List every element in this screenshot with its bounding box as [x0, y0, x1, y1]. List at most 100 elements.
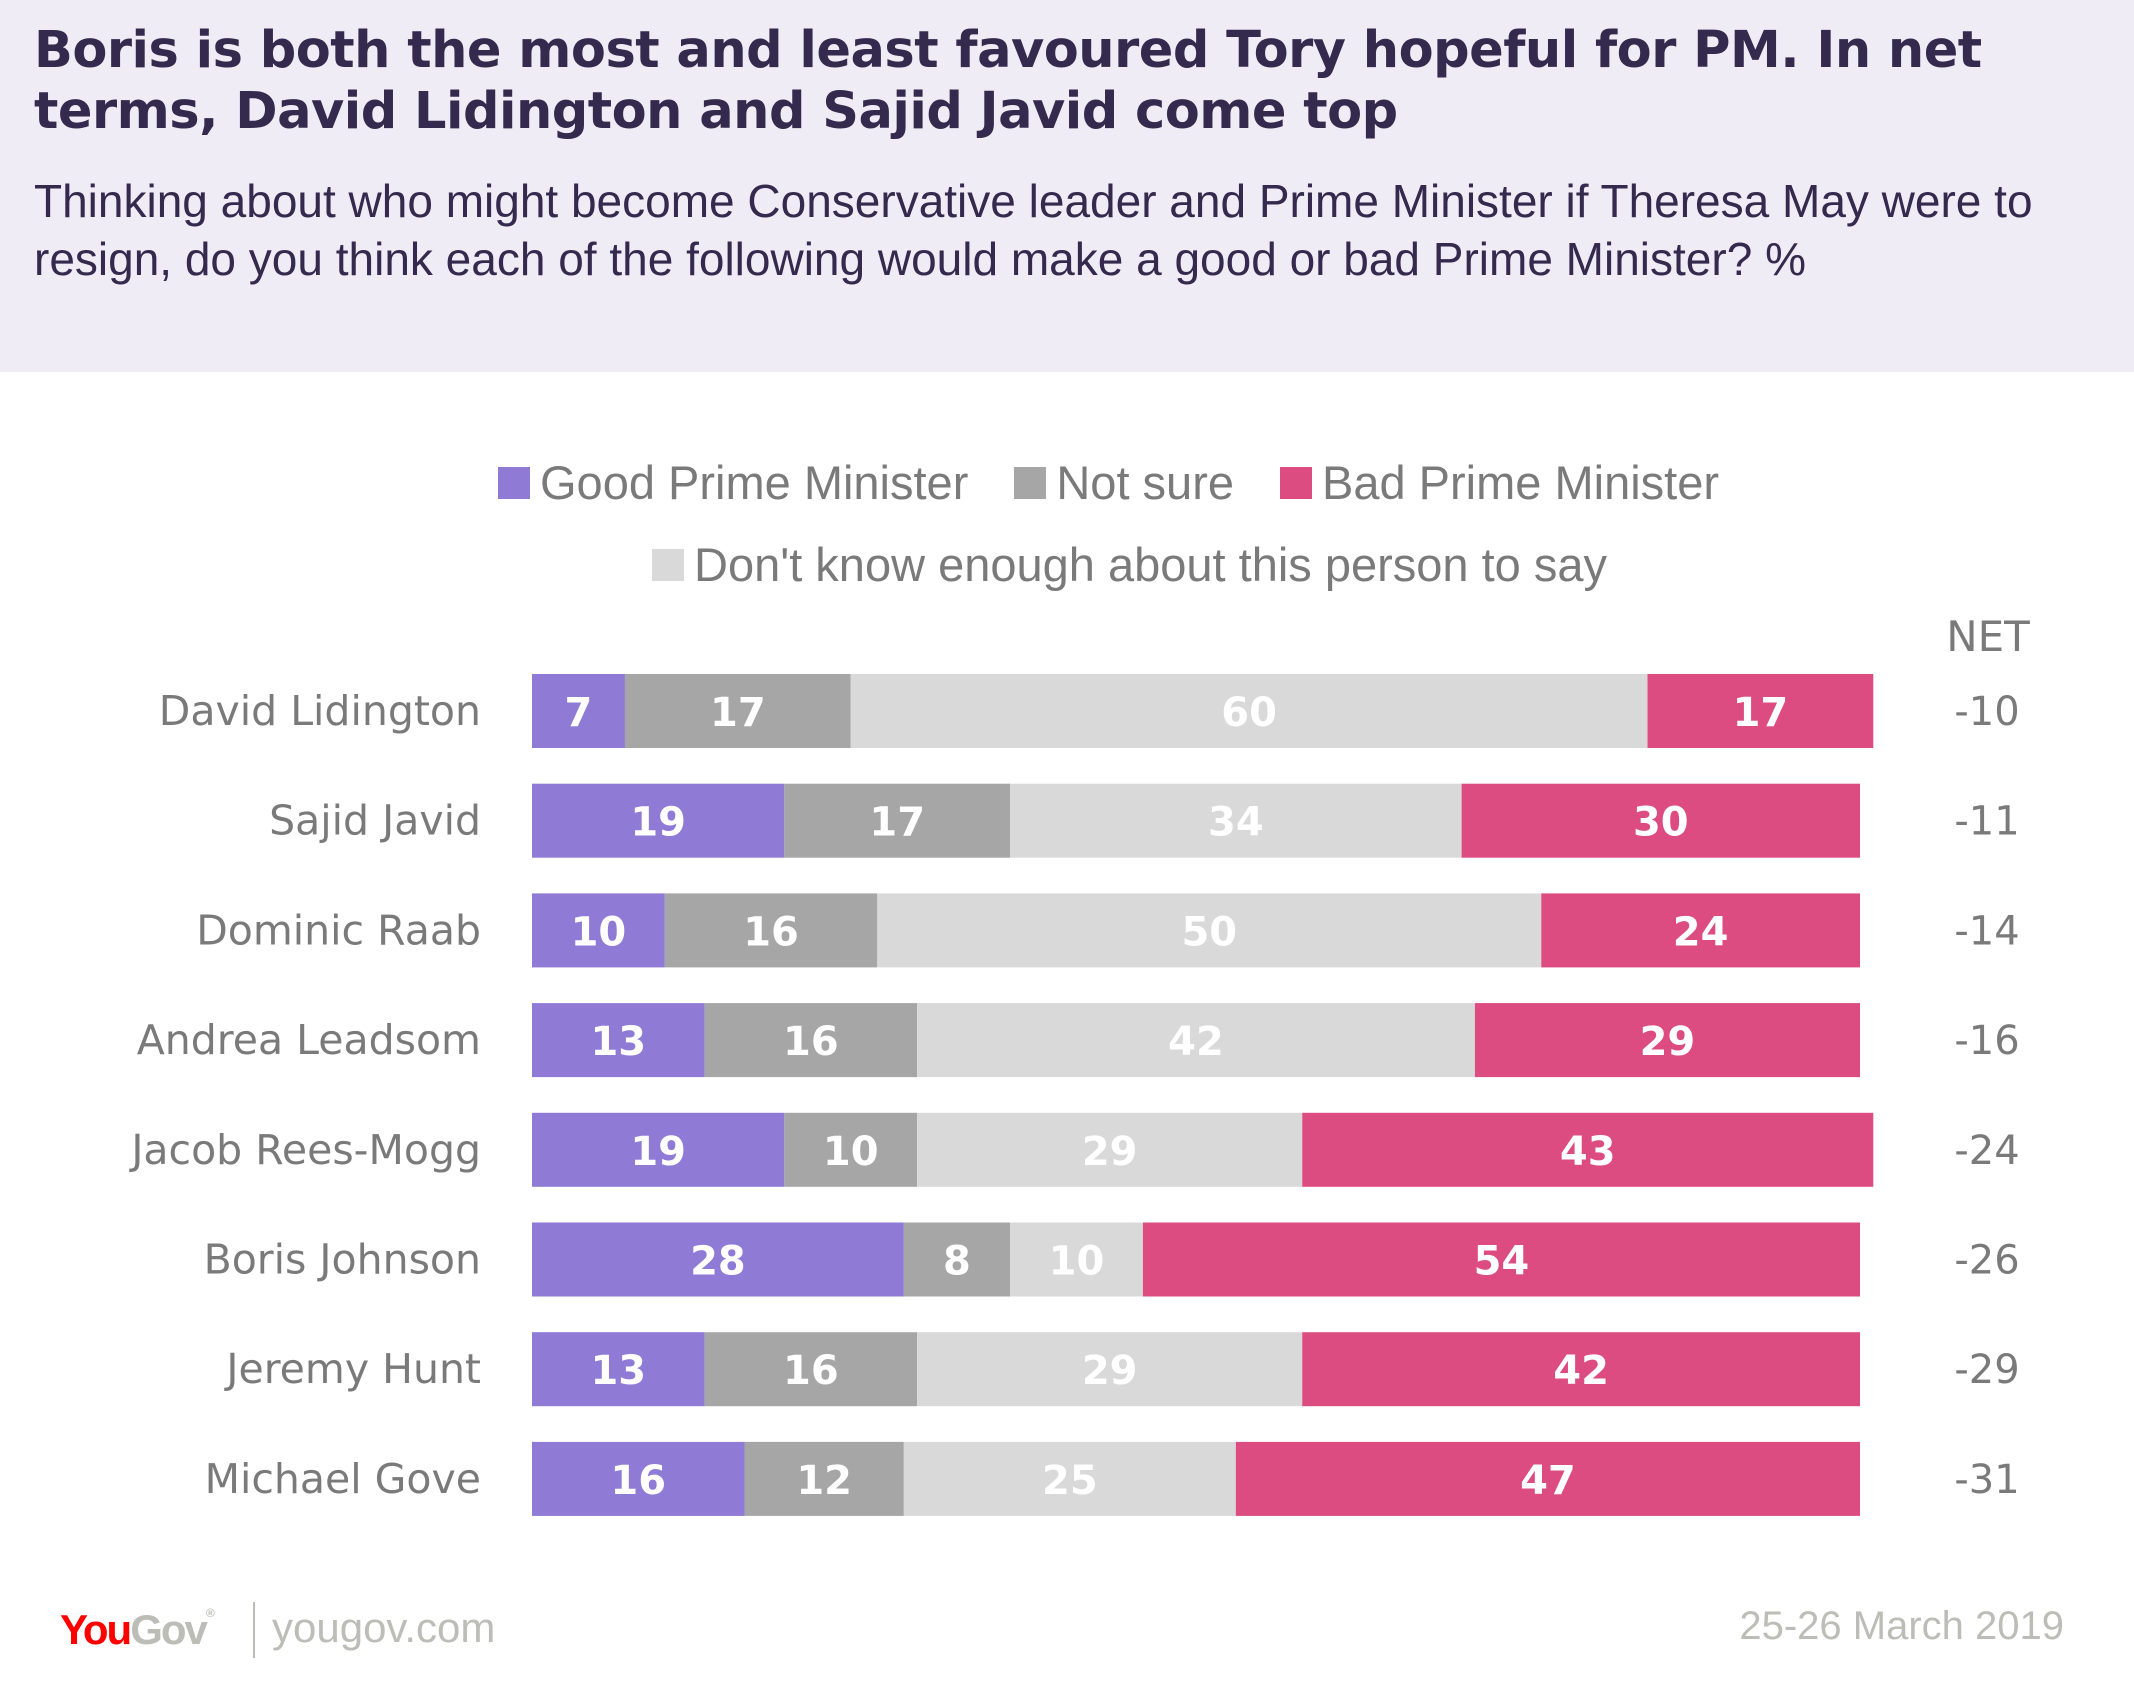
category-label: Sajid Javid — [269, 797, 481, 845]
bar-segment-good-prime-minister — [532, 674, 625, 748]
legend-label-not-sure: Not sure — [1056, 456, 1234, 509]
legend-swatch-dont-know — [652, 548, 684, 581]
legend-item-not-sure: Not sure — [1014, 455, 1234, 510]
bar-row-jeremy-hunt: Jeremy Hunt 13 16 29 42 -29 — [223, 1332, 2020, 1407]
data-label: 17 — [710, 690, 766, 736]
data-label: 8 — [943, 1239, 971, 1285]
legend-row-2: Don't know enough about this person to s… — [652, 537, 1653, 592]
bar-segment-not-sure — [744, 1441, 904, 1516]
bar-segment-don-t-know-enough-about-this-person-to-say — [1010, 783, 1462, 858]
net-value: -29 — [1954, 1347, 2019, 1393]
bar-segment-not-sure — [704, 1003, 918, 1078]
net-value: -14 — [1954, 908, 2019, 954]
header-panel: Boris is both the most and least favoure… — [0, 0, 2134, 372]
bar-segment-good-prime-minister — [532, 1332, 705, 1407]
bar-segment-bad-prime-minister — [1235, 1441, 1860, 1516]
data-label: 42 — [1168, 1019, 1224, 1065]
category-label: Boris Johnson — [204, 1236, 481, 1284]
data-label: 7 — [565, 690, 593, 736]
logo-gov: Gov — [130, 1606, 208, 1653]
data-label: 13 — [590, 1019, 646, 1065]
data-label: 10 — [571, 909, 627, 955]
bar-segment-not-sure — [784, 1112, 918, 1187]
data-label: 43 — [1560, 1129, 1616, 1175]
data-label: 29 — [1082, 1129, 1138, 1175]
bar-segment-bad-prime-minister — [1461, 783, 1860, 858]
bar-segment-bad-prime-minister — [1302, 1332, 1860, 1407]
net-value: -11 — [1954, 799, 2019, 845]
data-label: 47 — [1520, 1458, 1576, 1504]
data-label: 17 — [1733, 690, 1789, 736]
bar-segment-good-prime-minister — [532, 783, 785, 858]
legend-swatch-bad — [1280, 466, 1312, 499]
data-label: 42 — [1553, 1348, 1609, 1394]
bar-row-jacob-rees-mogg: Jacob Rees-Mogg 19 10 29 43 -24 — [128, 1112, 2020, 1187]
category-label: Andrea Leadsom — [137, 1016, 481, 1064]
data-label: 28 — [690, 1239, 746, 1285]
legend-row-1: Good Prime Minister Not sure Bad Prime M… — [498, 455, 1765, 510]
data-label: 19 — [630, 800, 686, 846]
category-label: Jacob Rees-Mogg — [128, 1126, 481, 1174]
bar-segment-bad-prime-minister — [1647, 674, 1874, 748]
bar-segment-not-sure — [624, 674, 851, 748]
legend-label-dont-know: Don't know enough about this person to s… — [694, 538, 1608, 591]
data-label: 50 — [1181, 909, 1237, 955]
legend-item-dont-know: Don't know enough about this person to s… — [652, 537, 1607, 592]
data-label: 30 — [1633, 800, 1689, 846]
yougov-logo: YouGov® — [60, 1606, 215, 1654]
data-label: 16 — [610, 1458, 666, 1504]
bar-segment-not-sure — [784, 783, 1011, 858]
data-label: 60 — [1221, 690, 1277, 736]
data-label: 16 — [783, 1348, 839, 1394]
footer-url: yougov.com — [272, 1604, 496, 1651]
data-label: 25 — [1042, 1458, 1098, 1504]
net-value: -16 — [1954, 1018, 2019, 1064]
net-value: -26 — [1954, 1238, 2019, 1284]
legend-label-good: Good Prime Minister — [540, 456, 969, 509]
logo-you: You — [60, 1606, 132, 1653]
bar-segment-bad-prime-minister — [1474, 1003, 1860, 1078]
bar-segment-don-t-know-enough-about-this-person-to-say — [1010, 1222, 1143, 1297]
bar-segment-good-prime-minister — [532, 1441, 745, 1516]
bar-segment-don-t-know-enough-about-this-person-to-say — [850, 674, 1648, 748]
bar-segment-bad-prime-minister — [1302, 1112, 1874, 1187]
data-label: 54 — [1474, 1239, 1530, 1285]
data-label: 17 — [869, 800, 925, 846]
bar-row-sajid-javid: Sajid Javid 19 17 34 30 -11 — [269, 783, 2020, 858]
category-label: David Lidington — [159, 687, 481, 735]
data-label: 10 — [1049, 1239, 1105, 1285]
bar-segment-good-prime-minister — [532, 1003, 705, 1078]
bar-segment-don-t-know-enough-about-this-person-to-say — [917, 1112, 1303, 1187]
bar-segment-don-t-know-enough-about-this-person-to-say — [917, 1332, 1303, 1407]
legend-swatch-not-sure — [1014, 466, 1047, 499]
chart-subtitle: Thinking about who might become Conserva… — [34, 175, 2033, 285]
category-label: Jeremy Hunt — [223, 1345, 481, 1393]
fieldwork-date: 25-26 March 2019 — [1739, 1604, 2064, 1648]
data-label: 10 — [823, 1129, 879, 1175]
bar-segment-not-sure — [664, 893, 878, 968]
data-label: 16 — [783, 1019, 839, 1065]
category-label: Michael Gove — [205, 1455, 481, 1503]
bar-segment-bad-prime-minister — [1142, 1222, 1860, 1297]
data-label: 24 — [1673, 909, 1729, 955]
bar-segment-not-sure — [903, 1222, 1011, 1297]
bar-segment-don-t-know-enough-about-this-person-to-say — [877, 893, 1542, 968]
bar-segment-don-t-know-enough-about-this-person-to-say — [917, 1003, 1475, 1078]
bar-segment-good-prime-minister — [532, 1112, 785, 1187]
data-label: 29 — [1640, 1019, 1696, 1065]
net-column-header: NET — [1946, 612, 2030, 661]
data-label: 34 — [1208, 800, 1264, 846]
legend-item-good: Good Prime Minister — [498, 455, 968, 510]
bar-segment-good-prime-minister — [532, 893, 665, 968]
bar-row-boris-johnson: Boris Johnson 28 8 10 54 -26 — [204, 1222, 2020, 1297]
bar-row-michael-gove: Michael Gove 16 12 25 47 -31 — [205, 1441, 2020, 1516]
legend-item-bad: Bad Prime Minister — [1280, 455, 1719, 510]
net-value: -31 — [1954, 1457, 2019, 1503]
net-value: -10 — [1954, 689, 2019, 735]
data-label: 29 — [1082, 1348, 1138, 1394]
bar-segment-bad-prime-minister — [1541, 893, 1860, 968]
chart-title: Boris is both the most and least favoure… — [34, 21, 1982, 141]
data-label: 16 — [743, 909, 799, 955]
bar-row-dominic-raab: Dominic Raab 10 16 50 24 -14 — [196, 893, 2020, 968]
